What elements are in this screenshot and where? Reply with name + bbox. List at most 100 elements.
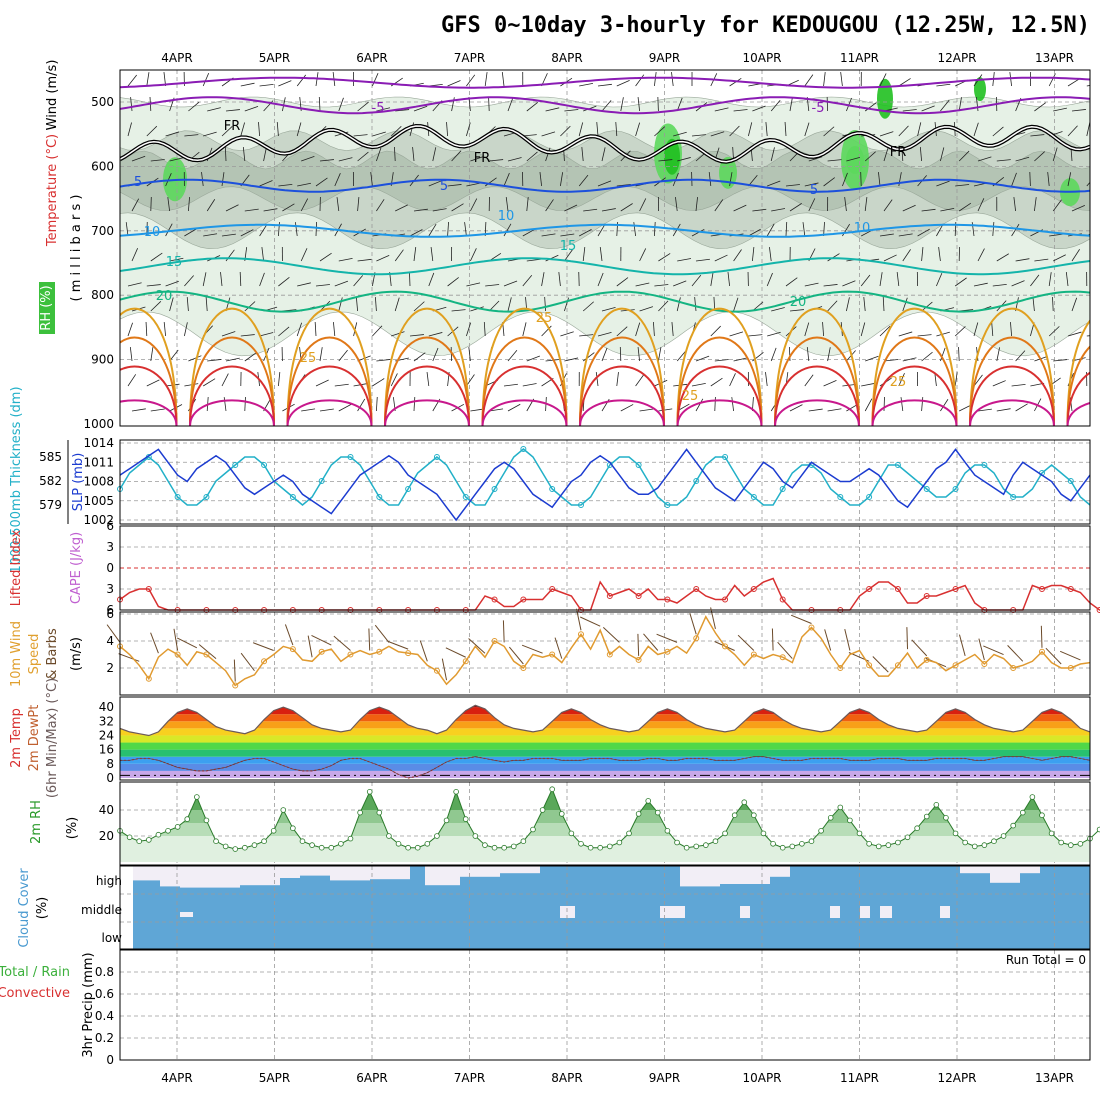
wind-barb (127, 122, 132, 137)
wind-barb (938, 247, 941, 262)
side-label: 10m Wind (9, 621, 24, 687)
wind-barb (898, 78, 911, 87)
wind-barb (353, 275, 364, 287)
wind-barb (676, 297, 681, 312)
wind-barb (860, 274, 871, 287)
wind-barb (409, 334, 424, 337)
rh-point (424, 840, 431, 847)
lifted-index-point (606, 593, 613, 599)
wind-barb (485, 284, 500, 287)
wind-barb (150, 196, 152, 212)
wind-barb (258, 122, 260, 137)
contour-arch (120, 399, 178, 426)
thickness-line-point (347, 454, 354, 460)
cloud-mid-bar (560, 906, 575, 918)
barb-10m (656, 633, 678, 643)
wind-barb (582, 301, 594, 312)
wind-barb (338, 297, 343, 312)
y-tick-label: 1011 (83, 455, 114, 469)
wind-barb (278, 80, 292, 87)
cloud-mid-bar (880, 906, 892, 918)
wind-barb (150, 408, 165, 412)
barb-10m (1040, 625, 1043, 648)
rh-point (741, 799, 748, 805)
wind-barb (827, 300, 838, 312)
wind-barb (261, 247, 264, 262)
wind-barb (451, 150, 462, 162)
wind-barb (1015, 350, 1026, 362)
wind-barb (1071, 249, 1080, 262)
wind-barb (413, 247, 417, 262)
contour-arch (189, 336, 275, 426)
wind-barb (127, 374, 137, 387)
side-label: 3hr Precip (mm) (81, 952, 96, 1057)
wind-barb (560, 331, 574, 337)
wind-barb (319, 159, 334, 162)
wind-barb (526, 197, 529, 212)
wind-barb (295, 222, 298, 237)
wind-barb (221, 331, 236, 337)
thickness-ticks: 1014 1011 1008 1005 1002 585 582 579 (39, 436, 114, 527)
barb-10m (1007, 645, 1024, 662)
wind-barb (282, 97, 286, 112)
wind-barb (733, 297, 739, 312)
wind-barb (958, 97, 962, 112)
y-tick-label: 4 (106, 634, 114, 648)
wind-barb (488, 96, 490, 112)
rh-point (299, 838, 306, 844)
wind-barb (522, 383, 537, 387)
wind-barb (334, 280, 349, 287)
wind-barb (769, 247, 772, 262)
wind-barb (694, 297, 697, 312)
wind-barb (879, 233, 894, 237)
wind-barb (1067, 125, 1078, 137)
contour-arch (676, 365, 763, 426)
wind-barb (188, 355, 202, 362)
wind-barb (864, 197, 868, 212)
y-tick-label: 3 (106, 540, 114, 554)
wind-barb (639, 248, 647, 262)
wind-barb (372, 73, 379, 87)
y-tick-label: middle (81, 903, 122, 917)
wind-barb (842, 280, 856, 287)
wind-barb (823, 380, 837, 387)
wind-barb (127, 282, 142, 287)
side-label: ( m i l l i b a r s ) (69, 195, 84, 302)
barb-10m (554, 637, 563, 659)
wind-barb (390, 125, 402, 137)
cloud-high-bar (370, 866, 410, 880)
upper-air-frame (119, 69, 1091, 427)
wind-barb (1065, 272, 1069, 287)
rh-point (1029, 794, 1036, 800)
wind-barb (488, 300, 500, 312)
rh-point (386, 833, 392, 839)
wind-barb (919, 147, 922, 162)
contour-label: 15 (166, 255, 183, 270)
barb-10m (284, 624, 294, 646)
contour-label: -5 (812, 101, 825, 116)
rh-point (693, 843, 700, 850)
barb-10m (198, 644, 217, 659)
contour-arch (481, 365, 568, 426)
date-label-top: 11APR (840, 51, 879, 65)
precip-frame (119, 949, 1091, 1061)
wind-barb (616, 326, 628, 337)
lifted-index-point (145, 586, 152, 592)
wind-barb (921, 105, 935, 112)
rh-point (655, 809, 661, 816)
wind-barb (1086, 85, 1090, 87)
stability-grid (120, 526, 1090, 610)
wind-barb (394, 297, 400, 312)
wind-barb (470, 198, 478, 212)
wind-barb (223, 397, 227, 412)
wind-barb (729, 125, 740, 137)
wind-barb (601, 347, 608, 362)
lifted-index-point (750, 586, 757, 592)
y-tick-label: 600 (91, 159, 114, 173)
side-label: (m/s) (69, 637, 84, 671)
barb-10m (958, 634, 966, 657)
contour-label: 5 (810, 183, 818, 198)
wind-barb (391, 331, 405, 337)
rh-point (309, 842, 315, 848)
wind-speed-point (174, 651, 181, 658)
